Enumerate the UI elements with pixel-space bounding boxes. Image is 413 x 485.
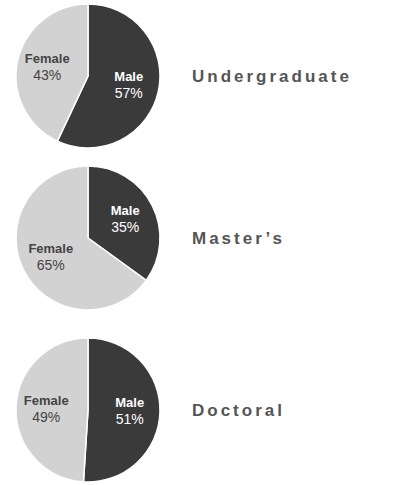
- pie-chart: [16, 4, 160, 148]
- slice-value-label: 57%: [115, 85, 143, 101]
- data-labels: Male35% Female65%: [28, 203, 139, 273]
- slice-category-label: Female: [24, 393, 69, 408]
- slice-category-label: Male: [111, 203, 140, 218]
- pie-slice: [83, 338, 160, 482]
- slice-category-label: Male: [115, 395, 144, 410]
- chart-title: Master’s: [192, 229, 285, 248]
- chart-title: Undergraduate: [192, 67, 352, 86]
- data-labels: Male51% Female49%: [24, 393, 144, 428]
- slice-category-label: Female: [28, 241, 73, 256]
- pie-slice: [16, 166, 146, 310]
- slice-value-label: 51%: [116, 411, 144, 427]
- chart-title: Doctoral: [192, 401, 285, 420]
- slice-value-label: 65%: [37, 257, 65, 273]
- pie-chart: [16, 338, 160, 482]
- slice-category-label: Male: [114, 69, 143, 84]
- pie-slice: [16, 338, 88, 482]
- slice-value-label: 43%: [33, 67, 61, 83]
- chart-canvas: Male57%Female43%UndergraduateMale35%Fema…: [0, 0, 413, 485]
- slice-value-label: 35%: [111, 219, 139, 235]
- pie-chart: [16, 166, 160, 310]
- root: Male57%Female43%UndergraduateMale35%Fema…: [0, 0, 413, 485]
- slice-category-label: Female: [25, 51, 70, 66]
- slice-value-label: 49%: [32, 409, 60, 425]
- pie-slice: [16, 4, 88, 141]
- data-labels: Male57% Female43%: [25, 51, 143, 101]
